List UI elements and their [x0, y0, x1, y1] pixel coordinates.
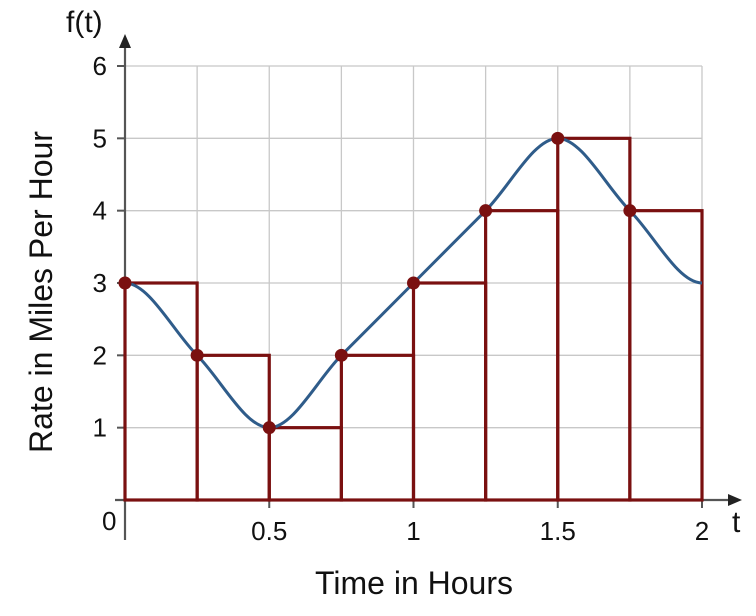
y-tick-label: 4: [93, 196, 107, 226]
sample-point: [551, 131, 565, 145]
x-axis-title: Time in Hours: [315, 565, 513, 601]
riemann-rectangle: [628, 209, 704, 502]
x-tick-label: 0.5: [251, 516, 287, 546]
x-axis-arrow: [728, 494, 742, 506]
sample-point: [118, 276, 132, 290]
y-tick-label: 1: [93, 413, 107, 443]
y-axis-title: Rate in Miles Per Hour: [23, 131, 59, 453]
sample-point: [623, 204, 637, 218]
sample-point: [190, 348, 204, 362]
sample-point: [262, 421, 276, 435]
riemann-rectangle: [556, 136, 632, 502]
y-tick-label: 6: [93, 51, 107, 81]
rectangles: [123, 136, 704, 502]
riemann-rectangle: [123, 281, 199, 502]
x-tick-label: 2: [695, 516, 709, 546]
riemann-rectangle: [267, 426, 343, 502]
sample-point: [407, 276, 420, 290]
x-tick-label: 1: [406, 516, 420, 546]
x-tick-label: 1.5: [540, 516, 576, 546]
tick-labels: 1 2 3 4 5 6 0.5 1 1.5 2: [93, 51, 710, 546]
function-label: f(t): [66, 6, 103, 39]
y-tick-label: 2: [93, 340, 107, 370]
sample-point: [479, 204, 493, 218]
origin-label: 0: [102, 506, 116, 536]
x-axis-name: t: [732, 506, 741, 539]
y-tick-label: 5: [93, 123, 107, 153]
axes: [115, 34, 742, 540]
sample-point: [334, 348, 348, 362]
y-axis-arrow: [119, 34, 131, 48]
y-tick-label: 3: [93, 268, 107, 298]
sample-points: [118, 131, 637, 435]
riemann-rectangle: [411, 281, 488, 502]
